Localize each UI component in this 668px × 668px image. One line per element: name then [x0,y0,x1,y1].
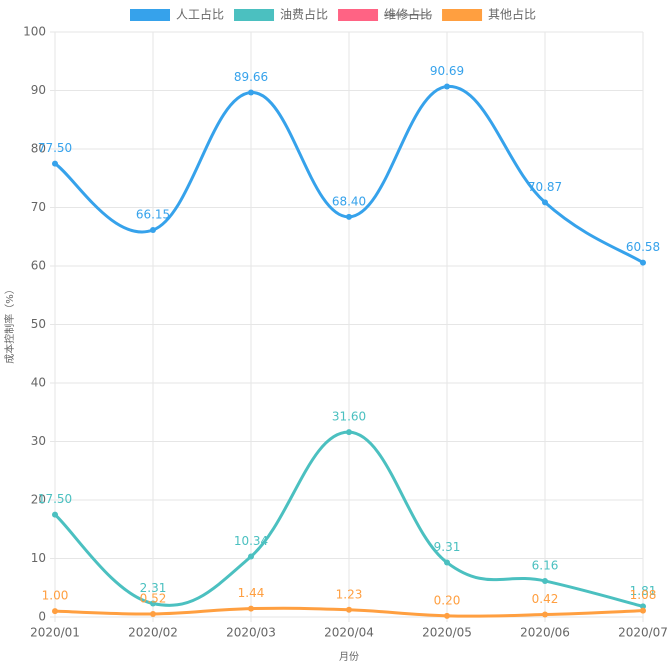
data-point [640,607,646,614]
x-tick-label: 2020/06 [520,626,570,640]
y-tick-label: 70 [31,200,46,214]
y-tick-label: 50 [31,317,46,331]
data-point [542,199,548,206]
y-tick-label: 90 [31,83,46,97]
y-tick-label: 20 [31,493,46,507]
legend-swatch[interactable] [130,9,170,21]
data-label: 6.16 [532,558,559,572]
data-label: 0.20 [434,593,461,607]
data-label: 70.87 [528,180,562,194]
y-tick-label: 40 [31,376,46,390]
data-label: 1.44 [238,586,265,600]
legend-swatch[interactable] [234,9,275,21]
data-label: 90.69 [430,64,464,78]
y-tick-label: 100 [23,25,46,39]
y-tick-label: 0 [38,610,46,624]
y-tick-label: 30 [31,434,46,448]
data-label: 17.50 [38,492,72,506]
data-label: 1.08 [630,588,657,602]
data-label: 60.58 [626,240,660,254]
data-point [52,511,58,518]
data-point [444,83,450,90]
data-label: 10.34 [234,534,268,548]
y-tick-label: 10 [31,551,46,565]
data-label: 0.42 [532,592,559,606]
x-tick-label: 2020/04 [324,626,374,640]
data-label: 1.81 [630,584,657,598]
data-label: 77.50 [38,141,72,155]
data-point [542,611,548,618]
x-tick-label: 2020/05 [422,626,472,640]
legend-label[interactable]: 维修占比 [384,7,432,22]
data-point [444,612,450,619]
x-axis-label: 月份 [339,651,359,663]
y-axis-label: 成本控制率（%） [3,284,16,364]
data-point [542,577,548,584]
data-point [248,605,254,612]
data-label: 9.31 [434,540,461,554]
data-label: 66.15 [136,208,170,222]
legend-label[interactable]: 人工占比 [176,7,224,22]
legend-swatch[interactable] [442,9,483,21]
data-label: 31.60 [332,410,366,424]
data-point [640,603,646,610]
x-tick-label: 2020/01 [30,626,80,640]
data-label: 0.52 [140,591,167,605]
data-point [150,600,156,607]
data-point [248,553,254,560]
data-label: 1.00 [42,589,69,603]
y-tick-label: 80 [31,142,46,156]
data-point [346,429,352,436]
data-label: 68.40 [332,194,366,208]
x-tick-label: 2020/07 [618,626,668,640]
data-point [346,606,352,613]
data-label: 1.23 [336,587,363,601]
data-point [52,608,58,615]
data-point [248,89,254,96]
legend-label[interactable]: 油费占比 [280,7,328,22]
data-point [150,610,156,617]
y-tick-label: 60 [31,259,46,273]
data-label: 2.31 [140,581,167,595]
data-label: 89.66 [234,70,268,84]
legend-swatch[interactable] [338,9,379,21]
data-point [150,227,156,234]
x-tick-label: 2020/02 [128,626,178,640]
data-point [444,559,450,566]
data-point [52,160,58,167]
data-point [640,259,646,266]
x-tick-label: 2020/03 [226,626,276,640]
legend-label[interactable]: 其他占比 [488,7,536,22]
data-point [346,213,352,220]
